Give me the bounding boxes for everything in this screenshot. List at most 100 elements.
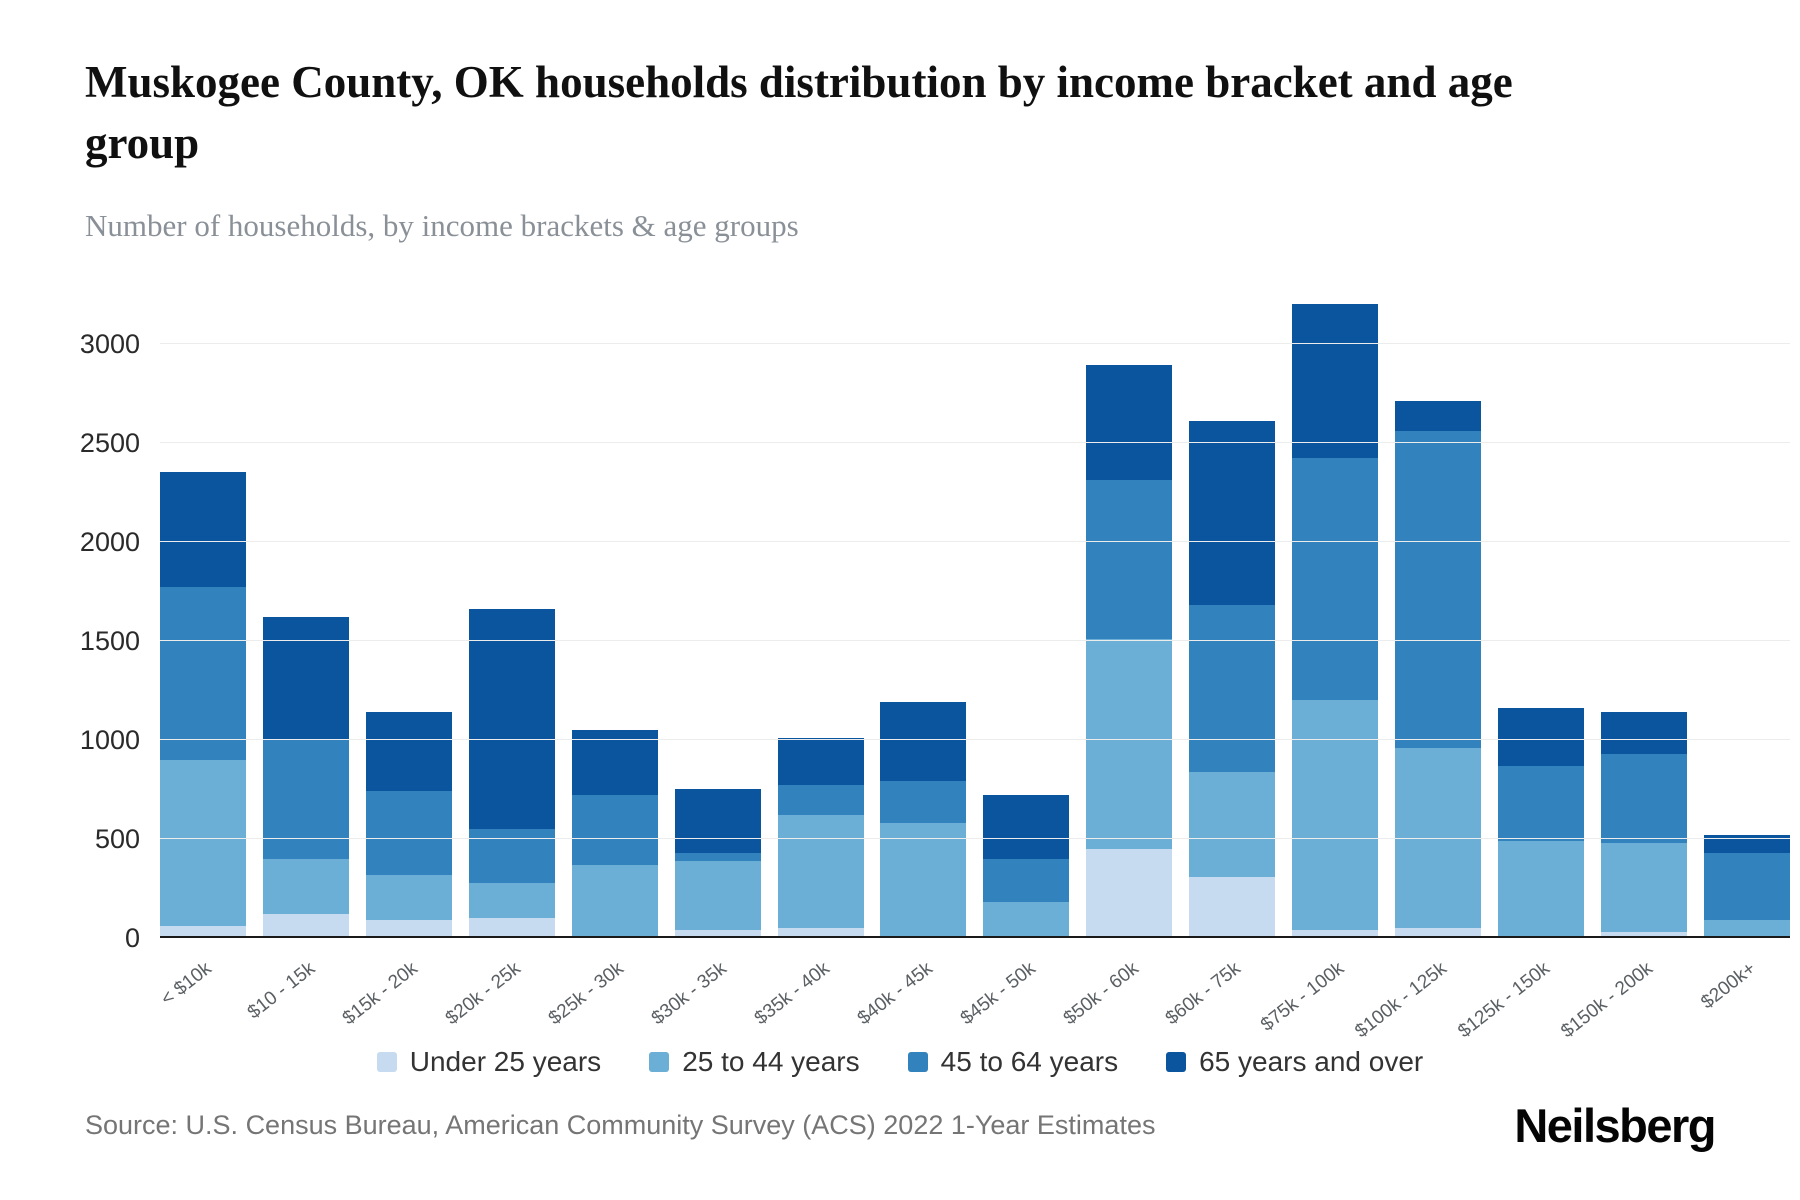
bar-segment[interactable] [777, 785, 864, 816]
bar-segment[interactable] [365, 920, 452, 938]
x-tick-label: $25k - 30k [544, 958, 628, 1030]
bar-segment[interactable] [1600, 842, 1687, 933]
bar-segment[interactable] [1292, 458, 1379, 701]
x-tick-label: $45k - 50k [956, 958, 1040, 1030]
legend-swatch-under-25 [376, 1052, 397, 1072]
bar-segment[interactable] [777, 737, 864, 786]
bar-segment[interactable] [1703, 920, 1790, 937]
bar-segment[interactable] [571, 795, 658, 865]
bar-segment[interactable] [1395, 928, 1482, 938]
bar-segment[interactable] [160, 926, 246, 938]
bar-segment[interactable] [160, 472, 246, 588]
stacked-bar-150k-200k[interactable] [1600, 712, 1687, 938]
stacked-bar-20k-25k[interactable] [468, 609, 555, 938]
legend-item-45-to-64[interactable]: 45 to 64 years [907, 1046, 1118, 1078]
stacked-bar-100k-125k[interactable] [1395, 400, 1482, 938]
bar-segment[interactable] [1395, 430, 1482, 748]
stacked-bar-10-15k[interactable] [262, 617, 349, 938]
legend-label: 65 years and over [1199, 1046, 1424, 1077]
legend-item-25-to-44[interactable]: 25 to 44 years [649, 1046, 860, 1078]
bar-segment[interactable] [1086, 480, 1173, 639]
x-axis-baseline [160, 936, 1790, 938]
x-tick-label: < $10k [157, 958, 216, 1010]
bar-segment[interactable] [571, 729, 658, 796]
bar-segment[interactable] [1600, 932, 1687, 938]
x-tick-label: $20k - 25k [441, 958, 525, 1030]
stacked-bar-10k[interactable] [160, 472, 246, 938]
bar-segment[interactable] [1189, 876, 1276, 938]
bar-segment[interactable] [1600, 712, 1687, 754]
y-tick-label: 0 [124, 923, 140, 953]
bar-segment[interactable] [1703, 834, 1790, 853]
bar-segment[interactable] [1497, 765, 1584, 841]
bar-segment[interactable] [983, 902, 1070, 937]
x-tick-label: $200k+ [1697, 958, 1760, 1014]
plot-area [160, 288, 1790, 938]
x-tick-label: $60k - 75k [1162, 958, 1246, 1030]
page-subtitle: Number of households, by income brackets… [85, 208, 799, 243]
bar-segment[interactable] [1086, 638, 1173, 849]
bar-segment[interactable] [262, 617, 349, 740]
stacked-bar-40k-45k[interactable] [880, 702, 967, 938]
bar-segment[interactable] [365, 712, 452, 792]
x-tick-label: $50k - 60k [1059, 958, 1143, 1030]
bar-segment[interactable] [1703, 852, 1790, 921]
bar-segment[interactable] [262, 914, 349, 938]
y-tick-label: 1500 [79, 625, 140, 656]
bar-segment[interactable] [777, 928, 864, 938]
neilsberg-logo: Neilsberg [1514, 1099, 1716, 1152]
bar-segment[interactable] [880, 823, 967, 937]
bar-segment[interactable] [1292, 930, 1379, 938]
bar-segment[interactable] [468, 609, 555, 830]
stacked-bar-50k-60k[interactable] [1086, 365, 1173, 938]
bar-segment[interactable] [1497, 840, 1584, 937]
stacked-bar-60k-75k[interactable] [1189, 420, 1276, 938]
stacked-bar-15k-20k[interactable] [365, 712, 452, 938]
bar-segment[interactable] [1189, 605, 1276, 772]
bar-segment[interactable] [674, 789, 761, 853]
y-tick-label: 3000 [79, 328, 140, 359]
bar-segment[interactable] [262, 858, 349, 915]
bar-segment[interactable] [880, 781, 967, 824]
stacked-bar-45k-50k[interactable] [983, 795, 1070, 938]
bar-segment[interactable] [674, 852, 761, 861]
bar-segment[interactable] [1600, 753, 1687, 843]
bar-segment[interactable] [1086, 848, 1173, 938]
bar-segment[interactable] [365, 874, 452, 921]
bar-segment[interactable] [1086, 365, 1173, 481]
gridline [160, 639, 1790, 641]
bar-segment[interactable] [674, 860, 761, 931]
bar-segment[interactable] [160, 759, 246, 927]
bar-segment[interactable] [571, 864, 658, 937]
page-title: Muskogee County, OK households distribut… [85, 57, 1513, 168]
bar-segment[interactable] [160, 587, 246, 760]
footer: Source: U.S. Census Bureau, American Com… [85, 1098, 1716, 1153]
y-axis: 0 500 1000 1500 2000 2500 3000 [60, 288, 150, 953]
stacked-bar-30k-35k[interactable] [674, 789, 761, 938]
bar-segment[interactable] [777, 815, 864, 929]
bar-segment[interactable] [1497, 708, 1584, 766]
bar-segment[interactable] [365, 791, 452, 875]
stacked-bar-25k-30k[interactable] [571, 729, 658, 938]
bar-segment[interactable] [880, 702, 967, 782]
legend-item-65-and-over[interactable]: 65 years and over [1166, 1046, 1423, 1078]
bar-segment[interactable] [262, 739, 349, 859]
x-tick-label: $30k - 35k [647, 958, 731, 1030]
bar-segment[interactable] [983, 858, 1070, 903]
stacked-bar-125k-150k[interactable] [1497, 708, 1584, 938]
stacked-bar-200k[interactable] [1703, 834, 1790, 938]
bar-segment[interactable] [1292, 303, 1379, 459]
x-tick-label: $35k - 40k [750, 958, 834, 1030]
bar-segment[interactable] [468, 882, 555, 919]
bar-segment[interactable] [1292, 700, 1379, 931]
stacked-bar-35k-40k[interactable] [777, 737, 864, 938]
bar-segment[interactable] [1189, 420, 1276, 606]
stacked-bar-75k-100k[interactable] [1292, 303, 1379, 938]
bar-segment[interactable] [674, 930, 761, 938]
bar-segment[interactable] [468, 918, 555, 938]
bar-segment[interactable] [983, 795, 1070, 859]
bar-segment[interactable] [1395, 400, 1482, 431]
y-tick-label: 2500 [79, 427, 140, 458]
legend-item-under-25[interactable]: Under 25 years [376, 1046, 601, 1078]
bar-segment[interactable] [1189, 771, 1276, 877]
